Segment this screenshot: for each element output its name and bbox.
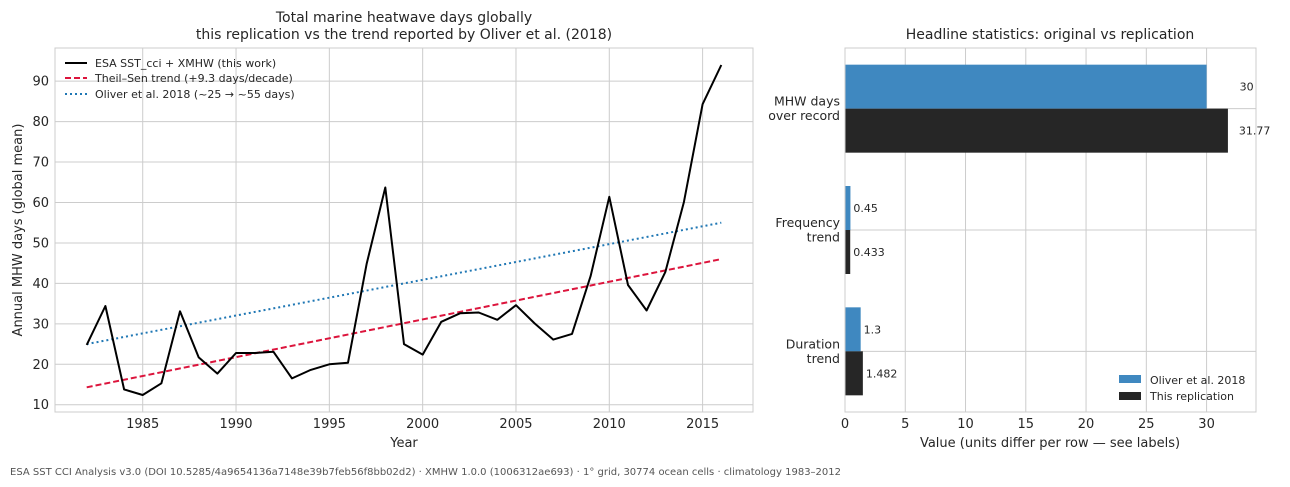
bar-value-label: 0.45: [853, 202, 878, 215]
x-tick-label: 30: [1198, 417, 1215, 432]
bar-chart-categories: MHW days over record Frequency trend Duratio…: [768, 94, 840, 366]
line-chart-y-ticks: 10 20 30 40 50 60 70 80 90: [32, 75, 49, 414]
x-tick-label: 1985: [126, 417, 159, 432]
x-tick-label: 2015: [686, 417, 719, 432]
bar-chart-bars: 30 31.77 0.45 0.433 1.3 1.482: [845, 64, 1271, 396]
bar-chart-frame: [844, 47, 1257, 413]
line-chart-title-1: Total marine heatwave days globally: [275, 10, 532, 26]
bar-chart-legend: Oliver et al. 2018 This replication: [1119, 374, 1245, 403]
x-tick-label: 20: [1078, 417, 1095, 432]
footer-source-note: ESA SST CCI Analysis v3.0 (DOI 10.5285/4…: [10, 467, 841, 478]
category-label: Frequency trend: [775, 215, 840, 245]
series-observed-line: [85, 64, 723, 396]
category-label: MHW days over record: [768, 94, 840, 124]
y-tick-label: 30: [32, 317, 49, 332]
line-chart-title-2: this replication vs the trend reported b…: [196, 27, 612, 43]
bar-value-label: 31.77: [1239, 125, 1271, 138]
x-tick-label: 25: [1138, 417, 1155, 432]
bar-value-label: 1.482: [866, 367, 898, 380]
legend-label-oliver: Oliver et al. 2018 (~25 → ~55 days): [95, 88, 295, 101]
legend-swatch-replication: [1119, 392, 1141, 400]
line-chart-grid: [55, 48, 753, 412]
bar-chart-x-label: Value (units differ per row — see labels…: [920, 436, 1180, 451]
line-chart-plot-area: [55, 48, 753, 412]
x-tick-label: 10: [957, 417, 974, 432]
line-chart-series: [85, 64, 723, 396]
y-tick-label: 80: [32, 115, 49, 130]
bar-value-label: 30: [1240, 81, 1254, 94]
legend-label-original: Oliver et al. 2018: [1150, 374, 1245, 387]
bar-replication: [845, 230, 851, 274]
category-label: Duration trend: [786, 336, 840, 366]
bar-original: [845, 307, 861, 352]
y-tick-label: 10: [32, 398, 49, 413]
legend-swatch-original: [1119, 375, 1141, 383]
bar-original: [845, 186, 851, 230]
x-tick-label: 1995: [313, 417, 346, 432]
line-chart-legend: ESA SST_cci + XMHW (this work) Theil–Sen…: [65, 57, 295, 101]
x-tick-label: 1990: [219, 417, 252, 432]
y-tick-label: 70: [32, 156, 49, 171]
x-tick-label: 2010: [593, 417, 626, 432]
bar-value-label: 0.433: [853, 246, 885, 259]
legend-label-observed: ESA SST_cci + XMHW (this work): [95, 57, 276, 70]
bar-chart: 30 31.77 0.45 0.433 1.3 1.482 0 5 10 15 20 25 30 MH…: [768, 27, 1270, 451]
line-chart-x-ticks: 1985 1990 1995 2000 2005 2010 2015: [126, 417, 719, 432]
y-tick-label: 20: [32, 358, 49, 373]
y-tick-label: 90: [32, 75, 49, 90]
x-tick-label: 5: [901, 417, 909, 432]
y-tick-label: 60: [32, 196, 49, 211]
line-chart-x-label: Year: [389, 436, 418, 451]
x-tick-label: 0: [841, 417, 849, 432]
legend-label-replication: This replication: [1149, 390, 1234, 403]
line-chart-frame: [54, 47, 754, 413]
bar-replication: [845, 351, 863, 396]
y-tick-label: 40: [32, 277, 49, 292]
x-tick-label: 2005: [499, 417, 532, 432]
line-chart: 1985 1990 1995 2000 2005 2010 2015 10 20 30 40 50 6…: [11, 10, 754, 451]
y-tick-label: 50: [32, 236, 49, 251]
bar-chart-title: Headline statistics: original vs replica…: [906, 27, 1195, 43]
bar-replication: [845, 108, 1228, 153]
x-tick-label: 15: [1018, 417, 1035, 432]
bar-original: [845, 64, 1207, 109]
bar-value-label: 1.3: [864, 323, 882, 336]
x-tick-label: 2000: [406, 417, 439, 432]
bar-chart-x-ticks: 0 5 10 15 20 25 30: [841, 417, 1215, 432]
line-chart-y-label: Annual MHW days (global mean): [11, 124, 26, 337]
legend-label-trend: Theil–Sen trend (+9.3 days/decade): [94, 72, 293, 85]
